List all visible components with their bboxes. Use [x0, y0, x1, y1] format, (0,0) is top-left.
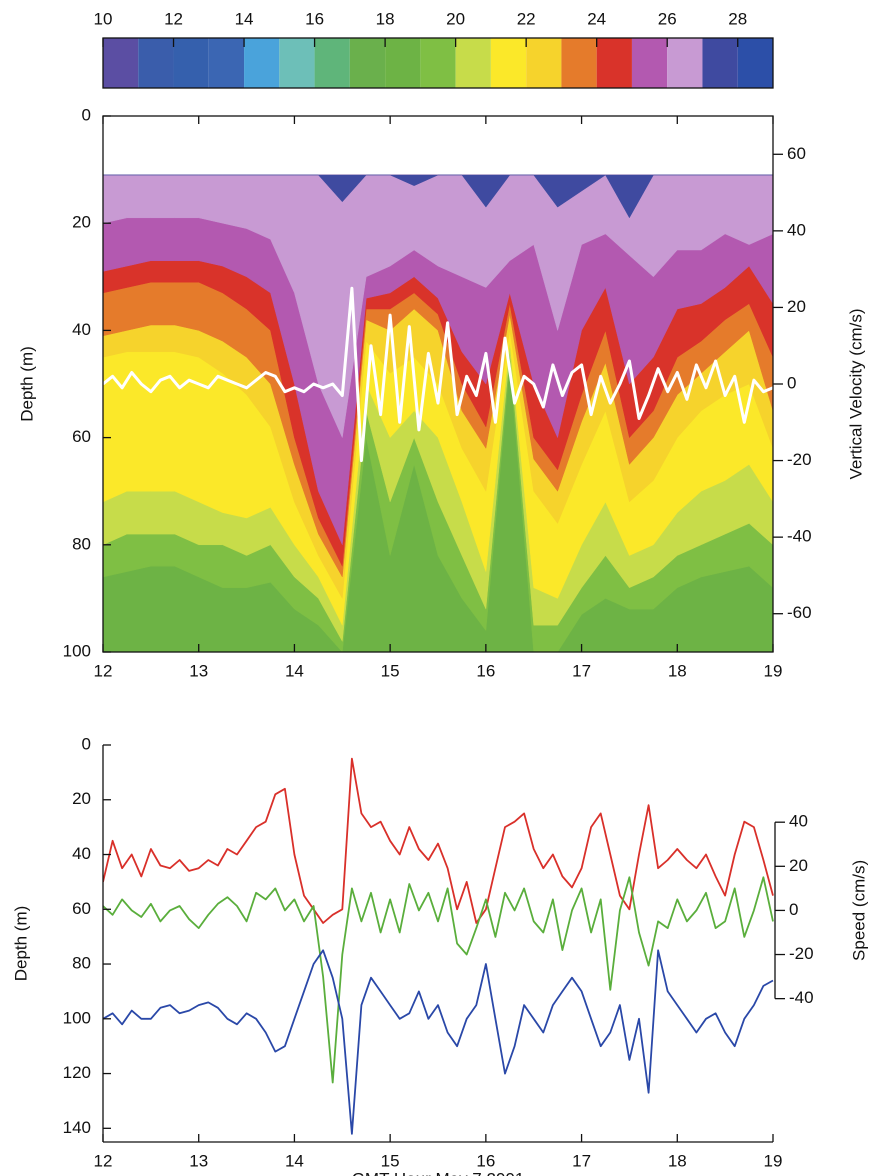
x-axis-label: GMT Hour May 7 2001 — [352, 1169, 525, 1176]
y2-axis-label: Vertical Velocity (cm/s) — [846, 309, 865, 480]
isotherm-layer — [103, 174, 773, 439]
y2-tick-label: 40 — [787, 220, 806, 239]
colorbar-bin — [490, 38, 527, 88]
colorbar-tick-label: 26 — [658, 9, 677, 28]
x-tick-label: 12 — [94, 1151, 113, 1170]
colorbar-bin — [596, 38, 632, 88]
colorbar-bin — [385, 38, 421, 88]
x-tick-label: 14 — [285, 661, 304, 680]
y2-axis-label: Speed (cm/s) — [849, 860, 868, 961]
series-line — [103, 757, 774, 924]
colorbar-tick-label: 18 — [376, 9, 395, 28]
y-tick-label: 80 — [72, 954, 91, 973]
y2-tick-label: -20 — [787, 450, 812, 469]
x-tick-label: 15 — [381, 1151, 400, 1170]
y2-tick-label: 20 — [789, 856, 808, 875]
isotherm-layer — [103, 174, 773, 219]
colorbar-bin — [314, 38, 350, 88]
x-tick-label: 14 — [285, 1151, 304, 1170]
x-tick-label: 16 — [476, 1151, 495, 1170]
y2-tick-label: 0 — [789, 900, 798, 919]
x-tick-label: 18 — [668, 1151, 687, 1170]
y-tick-label: 60 — [72, 427, 91, 446]
colorbar-bin — [455, 38, 491, 88]
y2-tick-label: -40 — [787, 527, 812, 546]
y-tick-label: 0 — [82, 734, 91, 753]
series-line — [103, 949, 774, 1135]
x-tick-label: 18 — [668, 661, 687, 680]
y-tick-label: 80 — [72, 534, 91, 553]
x-tick-label: 16 — [476, 661, 495, 680]
y-tick-label: 140 — [63, 1118, 91, 1137]
y2-tick-label: 20 — [787, 297, 806, 316]
y2-tick-label: -20 — [789, 944, 814, 963]
colorbar-tick-label: 12 — [164, 9, 183, 28]
colorbar-bin — [208, 38, 245, 88]
y-tick-label: 100 — [63, 1008, 91, 1027]
colorbar-bin — [279, 38, 315, 88]
y2-tick-label: 60 — [787, 144, 806, 163]
speed-panel: 12 13 14 15 16 17 18 19 0 20 40 60 80 100 120 140 -40 -20… — [11, 734, 868, 1176]
colorbar-bin — [561, 38, 597, 88]
x-tick-label: 19 — [764, 661, 783, 680]
y-tick-label: 60 — [72, 899, 91, 918]
colorbar-bin — [526, 38, 562, 88]
x-tick-label: 17 — [572, 661, 591, 680]
colorbar-bin — [244, 38, 280, 88]
colorbar-tick-label: 28 — [728, 9, 747, 28]
colorbar-bin — [420, 38, 456, 88]
velocity-line — [103, 286, 773, 463]
x-tick-label: 19 — [764, 1151, 783, 1170]
y-tick-label: 40 — [72, 844, 91, 863]
y-tick-label: 20 — [72, 789, 91, 808]
y2-tick-label: 40 — [789, 812, 808, 831]
isotherm-layer — [103, 174, 773, 546]
colorbar-bin — [173, 38, 209, 88]
temperature-panel: 10 12 14 16 18 20 22 24 26 28 12 13 14 15 16 17 18 19 0 20 4… — [17, 9, 865, 680]
colorbar-bin — [667, 38, 703, 88]
colorbar-tick-label: 20 — [446, 9, 465, 28]
series-line — [103, 876, 774, 1084]
colorbar-bin — [138, 38, 174, 88]
y2-tick-label: -60 — [787, 603, 812, 622]
y-axis-label: Depth (m) — [11, 906, 30, 982]
x-tick-label: 15 — [381, 661, 400, 680]
y2-tick-label: -40 — [789, 988, 814, 1007]
y-tick-label: 40 — [72, 320, 91, 339]
x-tick-label: 12 — [94, 661, 113, 680]
y-tick-label: 20 — [72, 213, 91, 232]
colorbar-tick-label: 16 — [305, 9, 324, 28]
x-tick-label: 13 — [189, 1151, 208, 1170]
y-tick-label: 120 — [63, 1063, 91, 1082]
colorbar-bin — [631, 38, 668, 88]
y2-tick-label: 0 — [787, 373, 796, 392]
colorbar-frame — [102, 37, 774, 89]
colorbar-tick-label: 14 — [235, 9, 254, 28]
y-tick-label: 0 — [82, 105, 91, 124]
colorbar-tick-label: 22 — [517, 9, 536, 28]
colorbar-bin — [103, 38, 139, 88]
colorbar-bin — [737, 38, 773, 88]
y-tick-label: 100 — [63, 641, 91, 660]
plot-frame — [102, 115, 774, 653]
y-axis-label: Depth (m) — [17, 346, 36, 422]
colorbar-tick-label: 24 — [587, 9, 606, 28]
colorbar-bin — [702, 38, 738, 88]
colorbar-bin — [349, 38, 386, 88]
colorbar-tick-label: 10 — [94, 9, 113, 28]
x-tick-label: 17 — [572, 1151, 591, 1170]
x-tick-label: 13 — [189, 661, 208, 680]
